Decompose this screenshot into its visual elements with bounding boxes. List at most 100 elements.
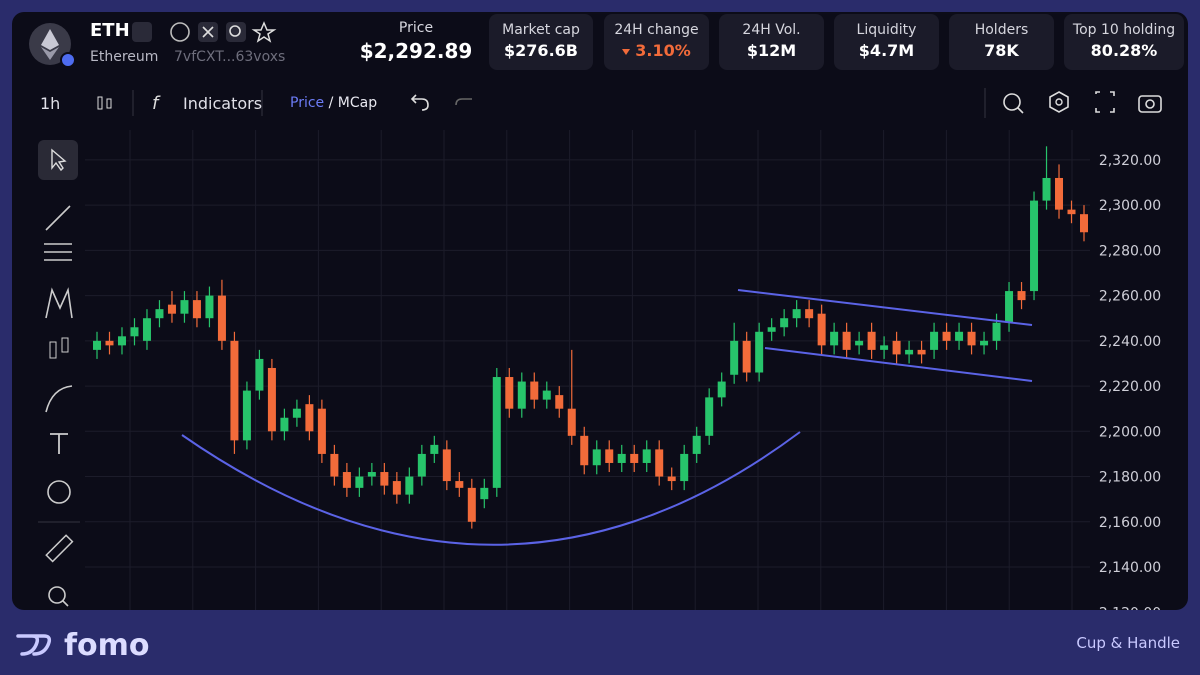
- price-mcap-toggle[interactable]: Price / MCap: [290, 95, 377, 111]
- candle-body: [642, 449, 651, 463]
- candle-body: [430, 444, 439, 454]
- candle-body: [105, 340, 114, 346]
- brand-name: fomo: [64, 628, 150, 662]
- candle-body: [730, 340, 739, 375]
- y-tick-label: 2,320.00: [1099, 153, 1161, 169]
- token-name: Ethereum: [90, 49, 159, 65]
- candle-body: [230, 340, 239, 441]
- indicators-button[interactable]: Indicators: [183, 94, 263, 113]
- candle-body: [117, 336, 126, 346]
- stat-box: 24H Vol. $12M: [719, 14, 824, 70]
- candle-body: [292, 408, 301, 418]
- symbol: ETH: [90, 20, 130, 41]
- candle-body: [392, 481, 401, 495]
- y-tick-label: 2,240.00: [1099, 334, 1161, 350]
- candle-body: [1005, 291, 1014, 323]
- stat-label: Liquidity: [856, 22, 917, 38]
- candle-body: [955, 331, 964, 341]
- stat-box: Holders 78K: [949, 14, 1054, 70]
- candle-body: [530, 381, 539, 400]
- candle-body: [780, 318, 789, 328]
- candle-body: [517, 381, 526, 409]
- candle-body: [1080, 214, 1088, 233]
- candle-body: [792, 309, 801, 319]
- candle-body: [767, 327, 776, 332]
- grid: [85, 159, 1090, 568]
- candle-body: [417, 453, 426, 477]
- candle-body: [917, 349, 926, 355]
- y-tick-label: 2,140.00: [1099, 560, 1161, 576]
- stat-label: 24H change: [614, 22, 699, 38]
- candle-body: [367, 472, 376, 477]
- candle-body: [605, 449, 614, 463]
- brand-logo: fomo: [16, 628, 150, 662]
- y-tick-label: 2,260.00: [1099, 289, 1161, 305]
- drawing-tools: [38, 140, 80, 607]
- candle-body: [692, 435, 701, 454]
- stat-box: Market cap $276.6B: [489, 14, 593, 70]
- y-axis: 2,120.00 2,140.00 2,160.00 2,180.00 2,200.00…: [1099, 153, 1161, 610]
- candle-body: [380, 472, 389, 486]
- candle-body: [180, 300, 189, 314]
- candle-body: [617, 453, 626, 463]
- stat-value: 3.10%: [604, 41, 709, 60]
- stat-value: $4.7M: [858, 41, 915, 60]
- candle-body: [1017, 291, 1026, 301]
- stat-label: Market cap: [502, 22, 580, 38]
- y-tick-label: 2,180.00: [1099, 470, 1161, 486]
- stat-label: Top 10 holding: [1072, 22, 1176, 38]
- mcap-mode[interactable]: / MCap: [328, 95, 378, 111]
- candle-body: [805, 309, 814, 319]
- candle-body: [592, 449, 601, 466]
- pattern-label: Cup & Handle: [1076, 634, 1180, 652]
- candle-body: [205, 295, 214, 319]
- price-chart: 2,120.00 2,140.00 2,160.00 2,180.00 2,200.00…: [85, 130, 1161, 610]
- candle-body: [455, 481, 464, 488]
- candle-body: [755, 331, 764, 373]
- stat-box: Liquidity $4.7M: [834, 14, 939, 70]
- candle-body: [930, 331, 939, 350]
- undo-redo: [410, 94, 472, 111]
- y-tick-label: 2,160.00: [1099, 515, 1161, 531]
- candle-body: [830, 331, 839, 346]
- handle-line-upper: [737, 289, 1033, 326]
- candle-body: [942, 331, 951, 341]
- candle-body: [255, 358, 264, 391]
- candle-body: [130, 327, 139, 337]
- candle-body: [192, 300, 201, 319]
- candle-body: [905, 349, 914, 355]
- candle-body: [267, 367, 276, 432]
- candle-body: [542, 390, 551, 400]
- candle-body: [705, 397, 714, 436]
- y-tick-label: 2,280.00: [1099, 243, 1161, 259]
- price-mode[interactable]: Price: [290, 95, 325, 111]
- address[interactable]: 7vfCXT...63voxs: [174, 49, 286, 65]
- candle-body: [242, 390, 251, 441]
- candle-body: [655, 449, 664, 477]
- candle-body: [442, 449, 451, 482]
- candle-body: [667, 476, 676, 482]
- candle-body: [992, 322, 1001, 341]
- stat-label: 24H Vol.: [742, 22, 801, 38]
- candle-body: [467, 487, 476, 522]
- candle-body: [680, 453, 689, 482]
- y-tick-label: 2,200.00: [1099, 424, 1161, 440]
- candle-body: [867, 331, 876, 350]
- app-panel: ETH Ethereum 7vfCXT...63voxs Price $2,292…: [12, 12, 1188, 610]
- interval[interactable]: 1h: [40, 94, 61, 113]
- candle-body: [742, 340, 751, 373]
- candle-body: [580, 435, 589, 466]
- candle-body: [892, 340, 901, 355]
- candle-body: [142, 318, 151, 341]
- candle-body: [280, 417, 289, 432]
- down-arrow: [622, 48, 631, 55]
- candle-body: [93, 340, 101, 350]
- svg-text:f: f: [152, 93, 161, 114]
- candle-body: [980, 340, 989, 346]
- social-icons: [170, 21, 277, 43]
- candle-body: [405, 476, 414, 495]
- candle-body: [167, 304, 176, 314]
- menu-icon[interactable]: [132, 22, 152, 42]
- stat-value: 78K: [984, 41, 1019, 60]
